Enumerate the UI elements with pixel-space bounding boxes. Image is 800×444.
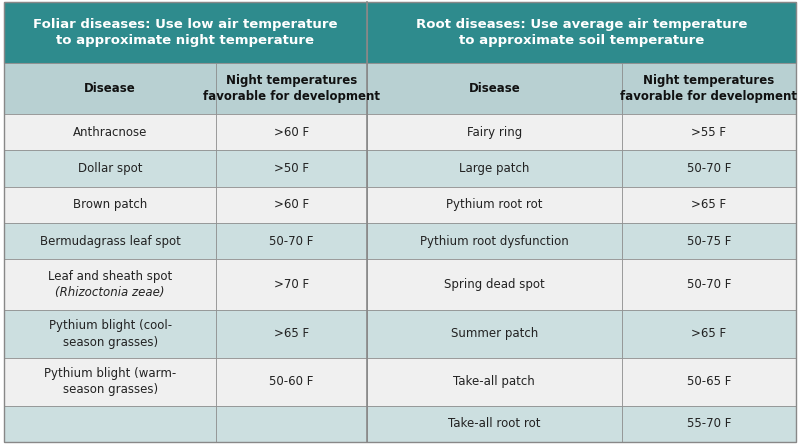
Bar: [4, 358, 216, 405]
Text: >65 F: >65 F: [691, 327, 726, 341]
Text: Fairy ring: Fairy ring: [466, 126, 522, 139]
Text: 50-75 F: 50-75 F: [686, 234, 731, 247]
Bar: [367, 358, 622, 405]
Text: Summer patch: Summer patch: [450, 327, 538, 341]
Bar: [622, 259, 796, 310]
Bar: [4, 259, 216, 310]
Bar: [4, 223, 216, 259]
Text: Brown patch: Brown patch: [73, 198, 147, 211]
Text: Pythium blight (warm-
season grasses): Pythium blight (warm- season grasses): [44, 367, 176, 396]
Text: Bermudagrass leaf spot: Bermudagrass leaf spot: [40, 234, 181, 247]
Bar: [367, 310, 622, 358]
Bar: [4, 2, 367, 63]
Bar: [216, 63, 367, 114]
Bar: [367, 186, 622, 223]
Bar: [216, 223, 367, 259]
Text: Night temperatures
favorable for development: Night temperatures favorable for develop…: [620, 74, 798, 103]
Bar: [367, 259, 622, 310]
Bar: [216, 405, 367, 442]
Bar: [4, 186, 216, 223]
Text: Disease: Disease: [84, 82, 136, 95]
Bar: [4, 310, 216, 358]
Bar: [4, 405, 216, 442]
Text: 50-70 F: 50-70 F: [686, 278, 731, 291]
Bar: [367, 2, 796, 63]
Bar: [4, 114, 216, 151]
Text: Take-all root rot: Take-all root rot: [448, 417, 541, 430]
Text: >70 F: >70 F: [274, 278, 309, 291]
Text: >65 F: >65 F: [691, 198, 726, 211]
Text: Pythium root rot: Pythium root rot: [446, 198, 542, 211]
Bar: [216, 186, 367, 223]
Bar: [4, 63, 216, 114]
Text: >55 F: >55 F: [691, 126, 726, 139]
Bar: [622, 358, 796, 405]
Bar: [367, 405, 622, 442]
Bar: [622, 186, 796, 223]
Bar: [367, 114, 622, 151]
Text: Spring dead spot: Spring dead spot: [444, 278, 545, 291]
Text: Pythium root dysfunction: Pythium root dysfunction: [420, 234, 569, 247]
Bar: [367, 63, 622, 114]
Bar: [622, 405, 796, 442]
Text: Large patch: Large patch: [459, 162, 530, 175]
Text: Foliar diseases: Use low air temperature
to approximate night temperature: Foliar diseases: Use low air temperature…: [34, 18, 338, 48]
Text: 50-60 F: 50-60 F: [270, 375, 314, 388]
Bar: [622, 310, 796, 358]
Text: Leaf and sheath spot: Leaf and sheath spot: [48, 270, 172, 283]
Text: Night temperatures
favorable for development: Night temperatures favorable for develop…: [203, 74, 380, 103]
Text: Root diseases: Use average air temperature
to approximate soil temperature: Root diseases: Use average air temperatu…: [416, 18, 747, 48]
Text: Pythium blight (cool-
season grasses): Pythium blight (cool- season grasses): [49, 319, 172, 349]
Bar: [216, 259, 367, 310]
Text: >50 F: >50 F: [274, 162, 309, 175]
Bar: [216, 151, 367, 186]
Text: >60 F: >60 F: [274, 198, 309, 211]
Bar: [622, 223, 796, 259]
Text: 50-70 F: 50-70 F: [686, 162, 731, 175]
Text: Dollar spot: Dollar spot: [78, 162, 142, 175]
Bar: [216, 114, 367, 151]
Text: Disease: Disease: [469, 82, 520, 95]
Text: Anthracnose: Anthracnose: [73, 126, 147, 139]
Text: 50-70 F: 50-70 F: [270, 234, 314, 247]
Text: 55-70 F: 55-70 F: [686, 417, 731, 430]
Bar: [216, 310, 367, 358]
Bar: [367, 223, 622, 259]
Bar: [622, 114, 796, 151]
Bar: [622, 63, 796, 114]
Text: >60 F: >60 F: [274, 126, 309, 139]
Bar: [4, 151, 216, 186]
Bar: [367, 151, 622, 186]
Bar: [216, 358, 367, 405]
Text: 50-65 F: 50-65 F: [686, 375, 731, 388]
Bar: [622, 151, 796, 186]
Text: (Rhizoctonia zeae): (Rhizoctonia zeae): [55, 286, 165, 299]
Text: Take-all patch: Take-all patch: [454, 375, 535, 388]
Text: >65 F: >65 F: [274, 327, 309, 341]
